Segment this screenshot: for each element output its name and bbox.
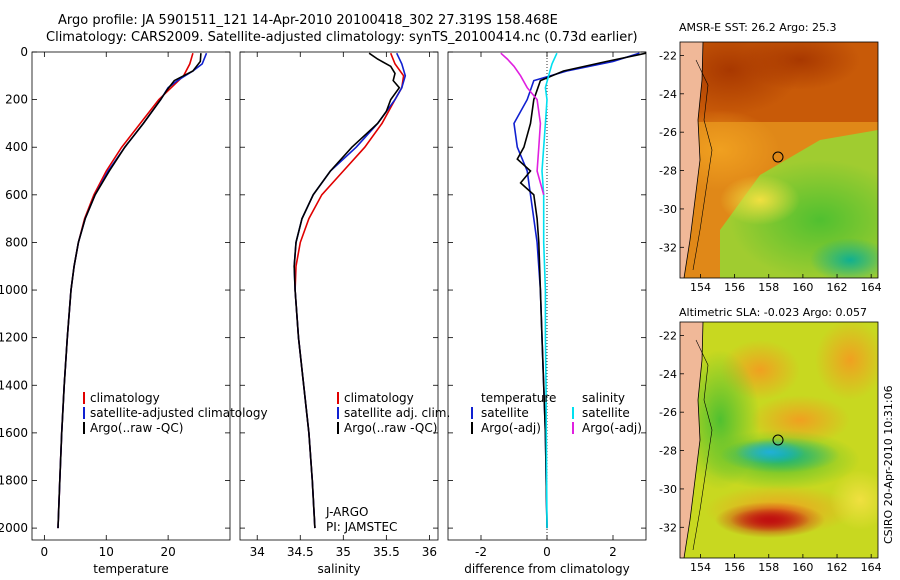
difference-panel: -2 0 2 difference from climatology	[447, 51, 647, 576]
difference-series-salinity-satellite	[541, 52, 558, 529]
sst-map-field	[680, 42, 878, 278]
salinity-x-tick-label: 36	[422, 545, 437, 559]
difference-legend: temperature satellite Argo(-adj) salinit…	[471, 391, 642, 435]
sst_map-lon-tick-label: 156	[724, 281, 745, 294]
sst_map-lon-tick-label: 162	[827, 281, 848, 294]
sla_map-lon-tick-label: 158	[758, 561, 779, 574]
temperature-series-argo-raw-qc-	[57, 53, 202, 529]
depth-tick-label: 1000	[0, 283, 28, 297]
sla_map-lat-tick-label: -24	[659, 368, 677, 381]
temperature-x-tick-label: 0	[41, 545, 49, 559]
sla_map-lat-tick-label: -28	[659, 445, 677, 458]
sla_map-lon-tick-label: 154	[690, 561, 711, 574]
salinity-legend: climatology satellite adj. clim. Argo(..…	[325, 391, 450, 534]
sla_map-lat-tick-label: -26	[659, 406, 677, 419]
salinity-x-tick-label: 35	[336, 545, 351, 559]
sst_map-lat-tick-label: -22	[659, 49, 677, 62]
sla_map-lon-tick-label: 160	[792, 561, 813, 574]
temperature-legend: climatology satellite-adjusted climatolo…	[83, 391, 268, 435]
sst_map-lon-tick-label: 158	[758, 281, 779, 294]
legend-label-sal-argo: Argo(-adj)	[582, 421, 642, 435]
argo-position-marker	[772, 151, 784, 163]
legend-label-satellite: satellite-adjusted climatology	[90, 406, 268, 420]
salinity-series-argo-raw-qc-	[293, 52, 401, 529]
temperature-x-tick-label: 20	[160, 545, 175, 559]
legend-label-argo: Argo(..raw -QC)	[344, 421, 437, 435]
temperature-plot-frame	[31, 51, 231, 541]
sla_map-lon-tick-label: 162	[827, 561, 848, 574]
legend-label-sal-satellite: satellite	[582, 406, 630, 420]
sst_map-lat-tick-label: -26	[659, 126, 677, 139]
annotation-pi: PI: JAMSTEC	[326, 520, 397, 534]
depth-tick-label: 1800	[0, 473, 28, 487]
sla_map-lat-tick-label: -32	[659, 521, 677, 534]
figure-title-line1: Argo profile: JA 5901511_121 14-Apr-2010…	[58, 13, 558, 28]
sla_map-lon-tick-label: 164	[861, 561, 882, 574]
sst_map-lat-tick-label: -32	[659, 241, 677, 254]
sla-map-frame	[679, 321, 879, 559]
depth-tick-label: 1600	[0, 426, 28, 440]
salinity-plot-frame	[239, 51, 439, 541]
sst-map-ticks: 154 156 158 160 162 164 -22 -24 -26 -28 -30 -32	[659, 49, 882, 294]
difference-x-tick-label: 2	[609, 545, 617, 559]
sst_map-lat-tick-label: -28	[659, 165, 677, 178]
sst_map-lon-tick-label: 154	[690, 281, 711, 294]
depth-tick-label: 0	[20, 45, 28, 59]
sst_map-lat-tick-label: -24	[659, 88, 677, 101]
depth-tick-label: 1400	[0, 378, 28, 392]
figure-title-line2: Climatology: CARS2009. Satellite-adjuste…	[46, 30, 638, 45]
legend-title-salinity: salinity	[582, 391, 625, 405]
salinity-x-axis-label: salinity	[317, 562, 360, 576]
sst-map-title: AMSR-E SST: 26.2 Argo: 25.3	[679, 21, 837, 34]
sst_map-lon-tick-label: 160	[792, 281, 813, 294]
sla-map-ticks: 154 156 158 160 162 164 -22 -24 -26 -28 -30 -32	[659, 329, 882, 574]
legend-label-temp-argo: Argo(-adj)	[481, 421, 541, 435]
legend-label-argo: Argo(..raw -QC)	[90, 421, 183, 435]
legend-label-satellite: satellite adj. clim.	[344, 406, 450, 420]
temperature-x-tick-label: 10	[99, 545, 114, 559]
difference-series-salinity-argo-adj-	[500, 52, 545, 196]
legend-title-temperature: temperature	[481, 391, 556, 405]
salinity-x-tick-label: 34	[250, 545, 265, 559]
annotation-program: J-ARGO	[325, 505, 368, 519]
sla_map-lon-tick-label: 156	[724, 561, 745, 574]
sla-map: Altimetric SLA: -0.023 Argo: 0.057 154 15…	[659, 306, 882, 574]
sla_map-lat-tick-label: -30	[659, 483, 677, 496]
temperature-x-axis-label: temperature	[93, 562, 168, 576]
difference-x-axis-label: difference from climatology	[464, 562, 630, 576]
sla-map-title: Altimetric SLA: -0.023 Argo: 0.057	[679, 306, 867, 319]
argo-position-marker	[772, 434, 784, 446]
sst_map-lat-tick-label: -30	[659, 203, 677, 216]
sst-map: AMSR-E SST: 26.2 Argo: 25.3 154 156 158 160…	[659, 21, 882, 294]
legend-label-climatology: climatology	[90, 391, 160, 405]
side-label: CSIRO 20-Apr-2010 10:31:06	[882, 385, 895, 544]
sst-map-frame	[679, 41, 879, 279]
salinity-x-tick-label: 34.5	[287, 545, 314, 559]
depth-tick-label: 400	[5, 140, 28, 154]
legend-label-temp-satellite: satellite	[481, 406, 529, 420]
legend-label-climatology: climatology	[344, 391, 414, 405]
depth-tick-label: 2000	[0, 521, 28, 535]
sla-map-field	[680, 322, 878, 558]
sst_map-lon-tick-label: 164	[861, 281, 882, 294]
salinity-x-tick-label: 35.5	[373, 545, 400, 559]
depth-tick-label: 800	[5, 235, 28, 249]
difference-series-temperature-argo-adj-	[516, 52, 646, 529]
depth-tick-label: 1200	[0, 331, 28, 345]
difference-x-tick-label: 0	[543, 545, 551, 559]
depth-tick-label: 200	[5, 93, 28, 107]
sla_map-lat-tick-label: -22	[659, 329, 677, 342]
temperature-panel: 0 10 20 temperature 0 200 400 600 800 1000 1200 140…	[0, 45, 231, 576]
salinity-panel: 34 34.5 35 35.5 36 salinity	[239, 51, 439, 576]
depth-tick-label: 600	[5, 188, 28, 202]
difference-x-tick-label: -2	[475, 545, 487, 559]
